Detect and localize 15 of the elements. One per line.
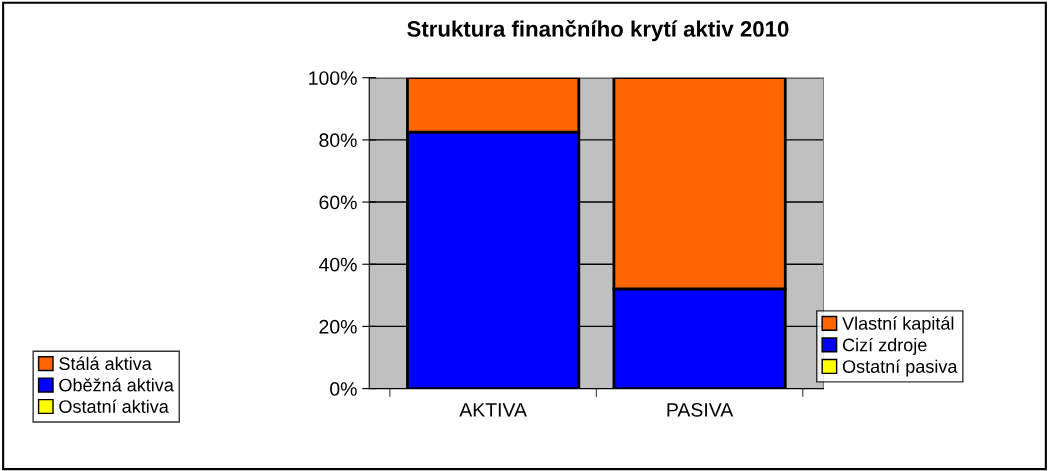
chart-title: Struktura finančního krytí aktiv 2010 [407,20,789,42]
y-tick-label: 80% [319,133,357,148]
y-tick-label: 40% [318,257,357,272]
legend-label: Stálá aktiva [59,356,152,371]
legend-label: Oběžná aktiva [59,378,174,392]
legend-label: Cizí zdroje [842,337,927,355]
x-tick-label: AKTIVA [459,403,527,417]
y-tick-label: 60% [319,195,357,210]
y-tick-label: 100% [309,71,357,85]
x-tick-label: PASIVA [667,402,734,417]
legend-label: Ostatní pasiva [842,359,958,377]
y-tick-label: 20% [319,319,357,334]
y-tick-label: 0% [330,382,357,396]
legend-label: Ostatní aktiva [59,399,169,413]
legend-label: Vlastní kapitál [842,316,954,334]
